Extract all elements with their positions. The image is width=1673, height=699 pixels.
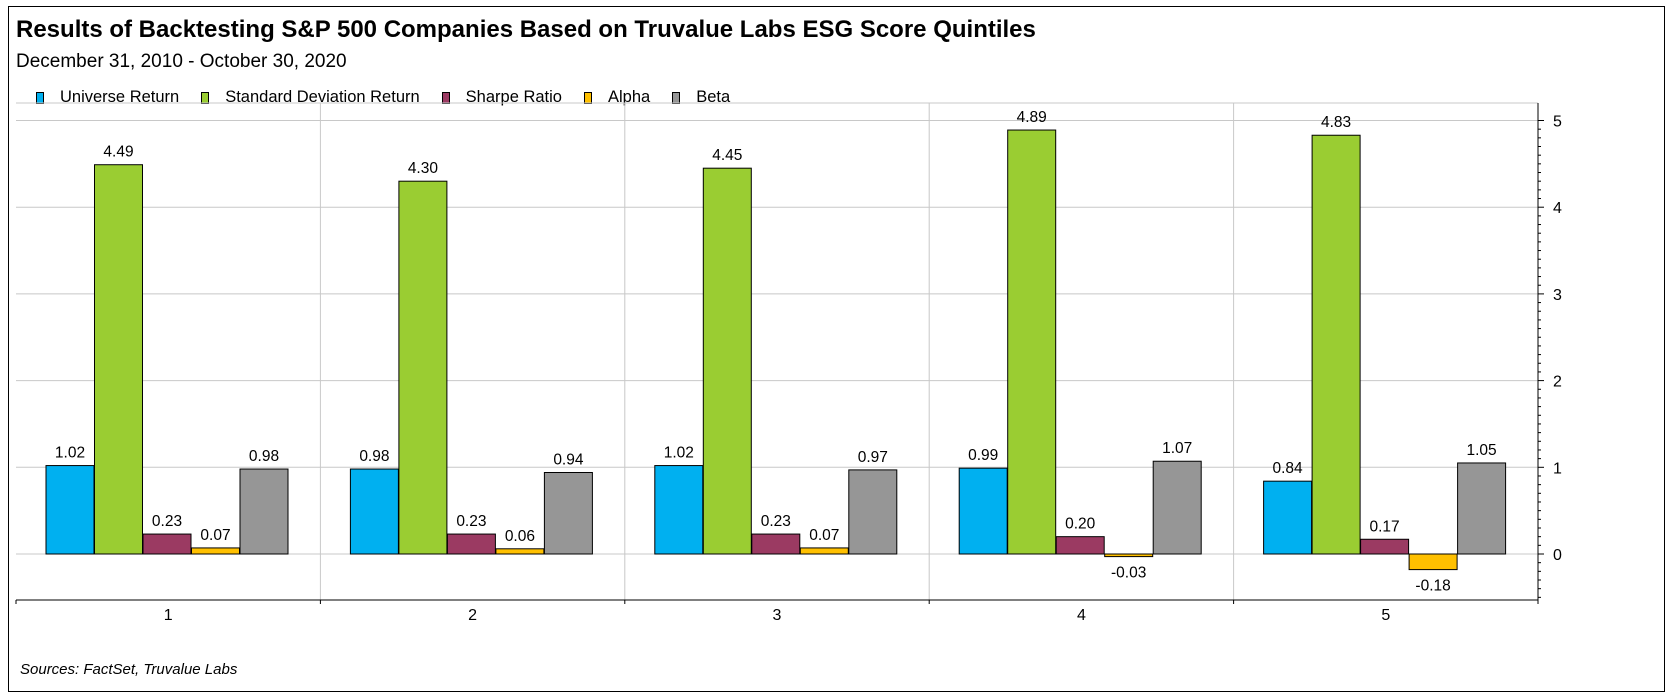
y-tick-label: 1 (1553, 460, 1562, 477)
bar (446, 533, 496, 555)
y-tick-label: 3 (1553, 287, 1562, 304)
chart-title: Results of Backtesting S&P 500 Companies… (16, 16, 1036, 43)
legend-label: Universe Return (60, 88, 180, 106)
x-tick-label: 2 (468, 607, 477, 624)
data-label: 0.97 (858, 449, 888, 466)
data-label: 0.06 (505, 528, 535, 545)
data-label: 4.89 (1017, 109, 1047, 126)
bar (543, 472, 593, 555)
bar (654, 465, 704, 555)
bar (751, 533, 801, 555)
data-label: 0.23 (152, 513, 182, 530)
bar (1263, 480, 1313, 555)
y-tick-label: 4 (1553, 200, 1562, 217)
y-tick-label: 2 (1553, 374, 1562, 391)
legend-label: Sharpe Ratio (465, 88, 562, 106)
bar (702, 167, 752, 555)
data-label: 4.45 (712, 147, 742, 164)
bar (1360, 538, 1410, 555)
data-label: 0.94 (553, 452, 584, 469)
bar (1007, 129, 1057, 555)
bar (239, 468, 289, 555)
bar (191, 547, 240, 555)
data-label: 0.23 (456, 513, 486, 530)
bar (1152, 460, 1202, 555)
bar (349, 468, 399, 555)
data-label: 0.07 (809, 527, 839, 544)
data-label: -0.03 (1111, 565, 1146, 582)
data-label: 0.98 (359, 448, 389, 465)
bar (958, 467, 1008, 555)
bar (1408, 553, 1458, 571)
data-label: 0.20 (1065, 516, 1096, 533)
data-label: 0.98 (249, 448, 279, 465)
legend-item: Beta (672, 88, 730, 107)
data-label: 0.99 (968, 447, 998, 464)
legend: Universe Return Standard Deviation Return… (36, 88, 752, 107)
data-label: 4.83 (1321, 114, 1351, 131)
source-note: Sources: FactSet, Truvalue Labs (20, 661, 238, 678)
data-label: 0.23 (761, 513, 791, 530)
chart-subtitle: December 31, 2010 - October 30, 2020 (16, 51, 347, 72)
bar (1104, 553, 1154, 558)
legend-label: Alpha (607, 88, 651, 106)
data-label: 0.17 (1370, 518, 1400, 535)
x-tick-label: 3 (773, 607, 782, 624)
bar (94, 164, 143, 555)
data-label: -0.18 (1415, 578, 1450, 595)
x-tick-label: 5 (1381, 607, 1390, 624)
data-label: 4.30 (408, 160, 439, 177)
legend-label: Beta (696, 88, 731, 106)
bar (142, 533, 192, 555)
bar (495, 548, 545, 555)
data-label: 0.84 (1273, 460, 1304, 477)
bar (1311, 134, 1361, 555)
data-label: 0.07 (200, 527, 230, 544)
legend-label: Standard Deviation Return (225, 88, 420, 106)
bar (45, 465, 95, 555)
data-label: 1.02 (55, 445, 85, 462)
x-tick-label: 1 (164, 607, 173, 624)
bar (1457, 462, 1507, 555)
data-label: 1.05 (1467, 442, 1497, 459)
y-tick-label: 5 (1553, 114, 1562, 131)
data-label: 1.02 (664, 445, 694, 462)
bar (848, 469, 898, 555)
bar (1055, 536, 1105, 555)
x-tick-label: 4 (1077, 607, 1086, 624)
bar (799, 547, 849, 555)
bar (398, 180, 448, 555)
data-label: 1.07 (1162, 440, 1192, 457)
y-tick-label: 0 (1553, 547, 1562, 564)
data-label: 4.49 (103, 144, 133, 161)
